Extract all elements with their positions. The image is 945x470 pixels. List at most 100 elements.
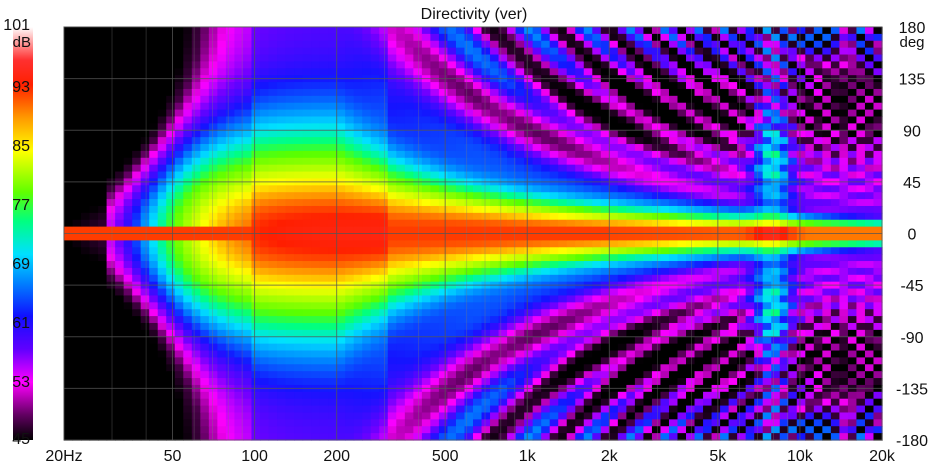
heatmap-cell (660, 185, 670, 193)
heatmap-cell (549, 102, 559, 111)
heatmap-cell (115, 233, 125, 241)
heatmap-cell (268, 40, 278, 49)
heatmap-cell (737, 47, 747, 56)
heatmap-cell (498, 130, 508, 138)
heatmap-cell (583, 95, 593, 104)
heatmap-cell (191, 68, 201, 76)
heatmap-cell (575, 40, 585, 49)
heatmap-cell (106, 144, 116, 152)
heatmap-cell (413, 302, 423, 310)
heatmap-cell (651, 247, 662, 255)
heatmap-cell (413, 109, 423, 118)
heatmap-cell (754, 233, 764, 241)
heatmap-cell (115, 302, 125, 310)
heatmap-cell (421, 267, 431, 276)
heatmap-cell (319, 267, 329, 276)
heatmap-cell (447, 398, 457, 407)
heatmap-cell (430, 40, 440, 49)
heatmap-cell (370, 61, 380, 69)
heatmap-cell (490, 27, 500, 35)
heatmap-cell (694, 82, 704, 90)
heatmap-cell (728, 378, 738, 386)
heatmap-cell (626, 95, 636, 104)
heatmap-cell (294, 343, 304, 352)
heatmap-cell (541, 357, 551, 365)
heatmap-cell (294, 412, 304, 420)
heatmap-cell (745, 88, 755, 97)
heatmap-cell (157, 274, 167, 283)
heatmap-cell (541, 40, 551, 49)
heatmap-cell (609, 378, 619, 386)
heatmap-cell (575, 185, 585, 193)
heatmap-cell (123, 426, 133, 434)
heatmap-cell (481, 350, 491, 358)
heatmap-cell (668, 274, 679, 283)
heatmap-cell (592, 116, 602, 124)
heatmap-cell (106, 302, 116, 310)
heatmap-cell (396, 357, 406, 365)
heatmap-cell (123, 226, 133, 235)
heatmap-cell (438, 357, 449, 365)
heatmap-cell (762, 433, 772, 441)
heatmap-cell (626, 226, 636, 235)
heatmap-cell (140, 226, 150, 235)
heatmap-cell (507, 316, 517, 324)
heatmap-cell (251, 150, 261, 159)
heatmap-cell (259, 419, 270, 427)
heatmap-cell (140, 54, 150, 63)
heatmap-cell (328, 61, 338, 69)
heatmap-cell (191, 27, 201, 35)
heatmap-cell (328, 199, 338, 207)
heatmap-cell (643, 27, 653, 35)
heatmap-cell (507, 391, 517, 400)
heatmap-cell (81, 405, 91, 414)
heatmap-cell (123, 350, 133, 358)
heatmap-cell (242, 254, 253, 262)
heatmap-cell (558, 426, 568, 434)
heatmap-cell (549, 157, 559, 166)
chart-title: Directivity (ver) (421, 6, 528, 23)
heatmap-cell (438, 343, 449, 352)
heatmap-cell (319, 27, 329, 35)
heatmap-cell (694, 329, 704, 338)
heatmap-cell (762, 419, 772, 427)
heatmap-cell (490, 329, 500, 338)
heatmap-cell (413, 47, 423, 56)
heatmap-cell (294, 350, 304, 358)
heatmap-cell (225, 144, 236, 152)
heatmap-cell (132, 288, 142, 297)
heatmap-cell (455, 316, 466, 324)
heatmap-cell (64, 240, 74, 248)
heatmap-cell (583, 295, 593, 303)
heatmap-cell (336, 109, 346, 118)
heatmap-cell (319, 302, 329, 310)
heatmap-cell (242, 137, 253, 145)
heatmap-cell (251, 185, 261, 193)
heatmap-cell (660, 233, 670, 241)
heatmap-cell (464, 419, 474, 427)
heatmap-cell (191, 212, 201, 221)
heatmap-cell (302, 47, 312, 56)
heatmap-cell (541, 329, 551, 338)
heatmap-cell (362, 137, 372, 145)
heatmap-cell (268, 261, 278, 269)
heatmap-cell (473, 61, 483, 69)
heatmap-cell (362, 88, 372, 97)
heatmap-cell (668, 123, 679, 131)
heatmap-cell (634, 33, 645, 42)
heatmap-cell (353, 95, 363, 104)
heatmap-cell (694, 47, 704, 56)
heatmap-cell (174, 137, 184, 145)
heatmap-cell (89, 205, 99, 214)
heatmap-cell (592, 350, 602, 358)
heatmap-cell (473, 329, 483, 338)
heatmap-cell (421, 371, 431, 379)
heatmap-cell (549, 267, 559, 276)
heatmap-cell (421, 226, 431, 235)
heatmap-cell (319, 199, 329, 207)
heatmap-cell (268, 199, 278, 207)
heatmap-cell (132, 405, 142, 414)
heatmap-cell (157, 405, 167, 414)
heatmap-cell (370, 102, 380, 111)
heatmap-cell (89, 371, 99, 379)
